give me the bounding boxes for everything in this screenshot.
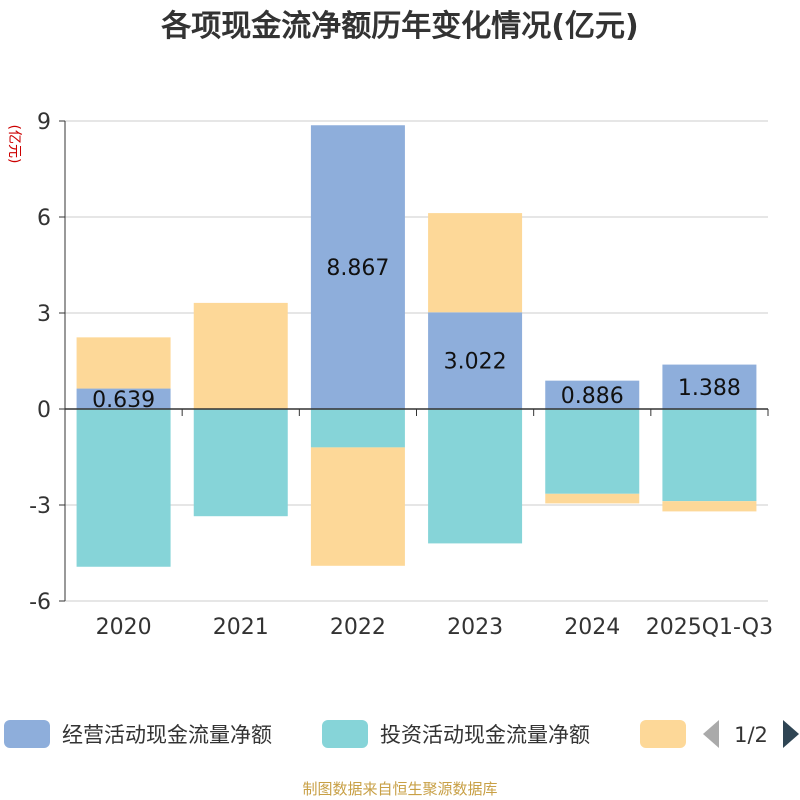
bars xyxy=(76,125,757,567)
legend-prev-page-icon[interactable] xyxy=(703,720,719,748)
axes: -6 -3 0 3 6 9 2020 2021 2022 2023 2024 2025Q1-Q3 xyxy=(29,110,773,640)
bar-2024-series-1 xyxy=(545,380,640,409)
bar-2025Q1-Q3-series-1 xyxy=(662,364,757,409)
bar-2022-series-2 xyxy=(310,409,405,448)
data-label: 0.639 xyxy=(92,388,155,413)
x-tick-label: 2020 xyxy=(96,615,152,640)
y-axis-unit-label: (亿元) xyxy=(6,125,22,164)
x-tick-label: 2025Q1-Q3 xyxy=(646,615,773,640)
bar-2025Q1-Q3-series-2 xyxy=(662,409,757,502)
bar-2023-series-1 xyxy=(428,312,523,409)
legend-swatch xyxy=(640,720,686,748)
x-tick-label: 2023 xyxy=(447,615,503,640)
chart-title: 各项现金流净额历年变化情况(亿元) xyxy=(160,9,638,44)
y-tick-label: -6 xyxy=(29,590,51,615)
data-label: 8.867 xyxy=(326,256,389,281)
y-tick-label: -3 xyxy=(29,494,51,519)
legend-label: 经营活动现金流量净额 xyxy=(62,723,272,747)
legend[interactable]: 经营活动现金流量净额 投资活动现金流量净额 1/2 xyxy=(4,720,799,748)
legend-item-2[interactable]: 投资活动现金流量净额 xyxy=(322,720,590,748)
data-label: 0.886 xyxy=(561,384,624,409)
legend-label: 投资活动现金流量净额 xyxy=(380,723,590,747)
legend-item-3[interactable] xyxy=(640,720,686,748)
bar-2021-series-2 xyxy=(193,409,288,517)
bar-2021-series-3 xyxy=(193,302,288,409)
bar-2024-series-2 xyxy=(545,409,640,494)
source-note: 制图数据来自恒生聚源数据库 xyxy=(302,780,497,798)
bar-2025Q1-Q3-series-3 xyxy=(662,501,757,512)
bar-2020-series-1 xyxy=(76,388,171,409)
legend-swatch xyxy=(322,720,368,748)
bar-2023-series-3 xyxy=(428,213,523,313)
y-tick-label: 6 xyxy=(37,206,51,231)
bar-2023-series-2 xyxy=(428,409,523,544)
bar-2024-series-3 xyxy=(545,493,640,504)
legend-swatch xyxy=(4,720,50,748)
data-labels: 0.639 8.867 3.022 0.886 1.388 xyxy=(92,256,741,413)
y-tick-label: 0 xyxy=(37,398,51,423)
bar-2020-series-2 xyxy=(76,409,171,567)
y-tick-label: 9 xyxy=(37,110,51,135)
y-tick-label: 3 xyxy=(37,302,51,327)
legend-next-page-icon[interactable] xyxy=(783,720,799,748)
legend-page-indicator: 1/2 xyxy=(734,723,768,747)
bar-2022-series-3 xyxy=(310,447,405,566)
x-tick-label: 2022 xyxy=(330,615,386,640)
bar-2020-series-3 xyxy=(76,337,171,389)
x-tick-label: 2021 xyxy=(213,615,269,640)
data-label: 1.388 xyxy=(678,376,741,401)
bar-2022-series-1 xyxy=(310,125,405,410)
x-tick-label: 2024 xyxy=(564,615,620,640)
legend-item-1[interactable]: 经营活动现金流量净额 xyxy=(4,720,272,748)
data-label: 3.022 xyxy=(444,350,507,375)
